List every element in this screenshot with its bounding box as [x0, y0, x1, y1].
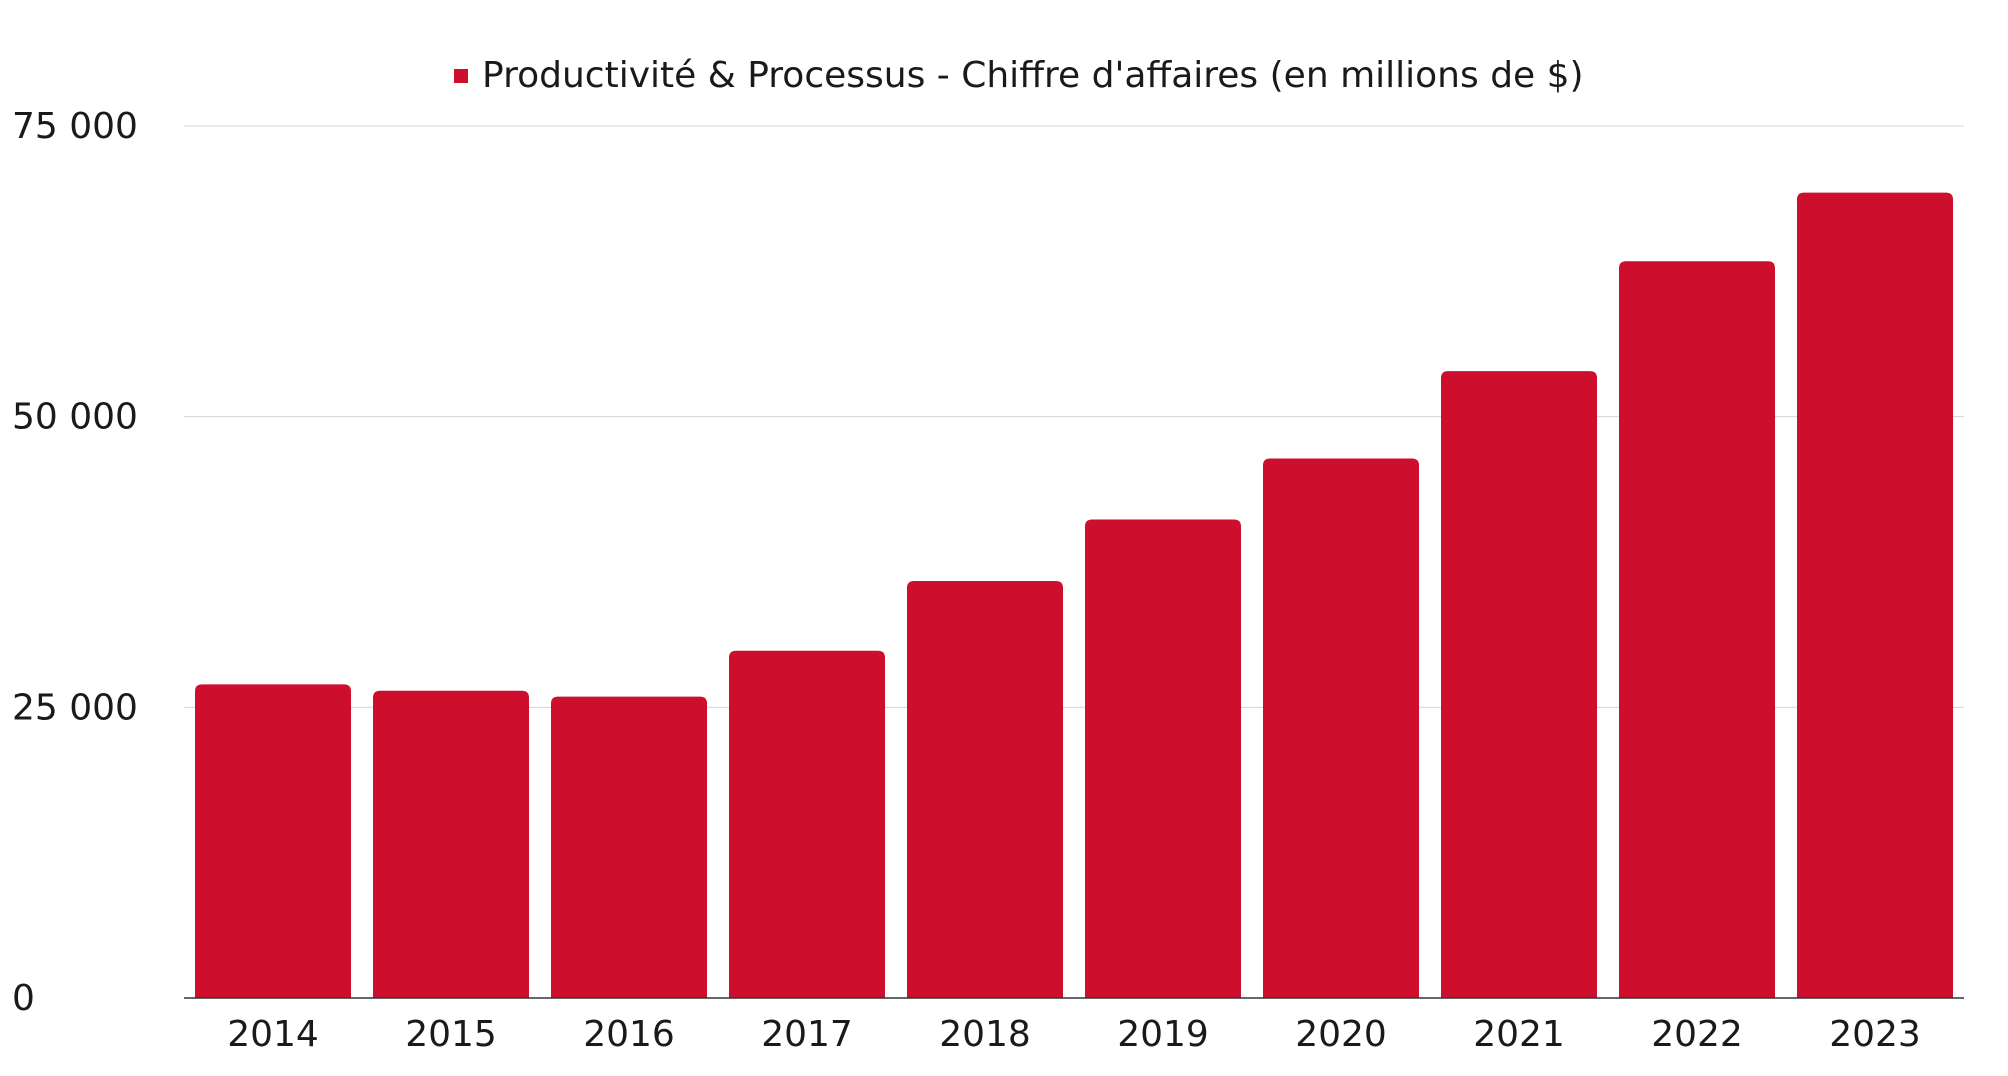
bar-2021	[1441, 371, 1597, 998]
y-tick-label: 25 000	[12, 687, 138, 728]
x-tick-label: 2014	[227, 1014, 319, 1055]
legend: Productivité & Processus - Chiffre d'aff…	[454, 55, 1584, 96]
bar-2017	[729, 650, 885, 998]
x-tick-label: 2015	[405, 1014, 497, 1055]
x-tick-label: 2018	[939, 1014, 1031, 1055]
x-tick-label: 2017	[761, 1014, 853, 1055]
bar-2019	[1085, 519, 1241, 998]
x-tick-label: 2021	[1473, 1014, 1565, 1055]
x-tick-label: 2022	[1651, 1014, 1743, 1055]
bar-2020	[1263, 458, 1419, 999]
x-tick-label: 2023	[1829, 1014, 1921, 1055]
legend-label: Productivité & Processus - Chiffre d'aff…	[482, 55, 1584, 96]
bar-2014	[195, 684, 351, 998]
y-tick-label: 0	[12, 978, 35, 1019]
bar-2022	[1619, 261, 1775, 998]
axes: 0 25 000 50 000 75 000 2014 2015 2016 2017 2018 2…	[12, 106, 1964, 1055]
bar-2016	[551, 696, 707, 998]
bar-2018	[907, 581, 1063, 998]
x-tick-label: 2016	[583, 1014, 675, 1055]
legend-swatch	[454, 69, 468, 83]
bar-2023	[1797, 192, 1953, 999]
bars	[195, 192, 1953, 999]
y-tick-label: 75 000	[12, 106, 138, 147]
x-tick-label: 2020	[1295, 1014, 1387, 1055]
y-tick-label: 50 000	[12, 397, 138, 438]
bar-2015	[373, 690, 529, 998]
x-tick-label: 2019	[1117, 1014, 1209, 1055]
